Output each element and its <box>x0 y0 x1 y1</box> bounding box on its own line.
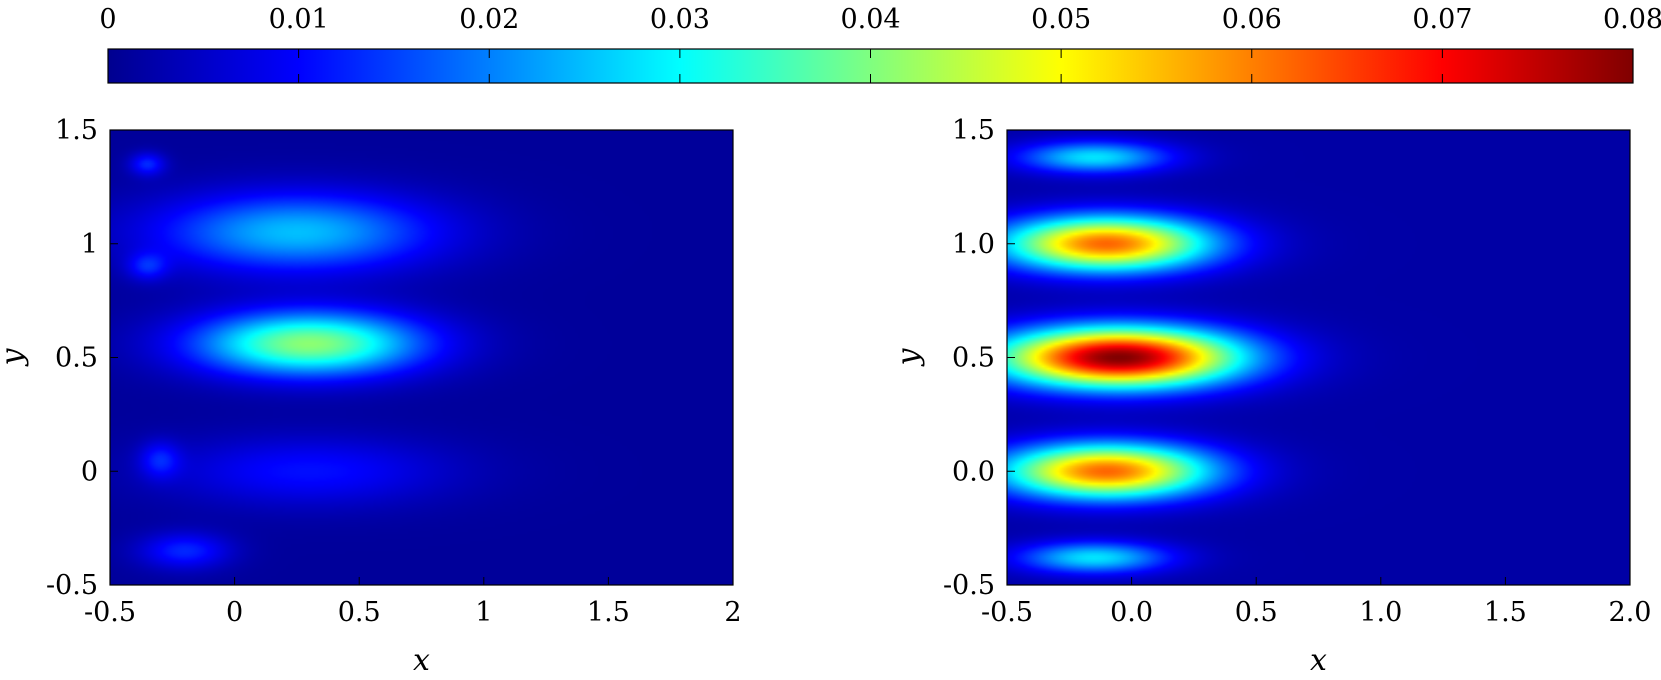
y-tick-label: 1.5 <box>55 115 98 146</box>
x-tick-label: 1.0 <box>1359 597 1402 628</box>
colorbar-tick-label: 0.05 <box>1031 4 1091 35</box>
colorbar-tick-label: 0.01 <box>269 4 329 35</box>
y-tick-label: 1 <box>81 229 98 260</box>
heatmap-left-image <box>110 130 733 585</box>
colorbar-tick-label: 0.08 <box>1603 4 1661 35</box>
colorbar-tick-label: 0.04 <box>840 4 900 35</box>
heatmap-right-ylabel: y <box>891 347 926 367</box>
x-tick-label: 2.0 <box>1609 597 1652 628</box>
colorbar-tick-label: 0.02 <box>459 4 519 35</box>
y-tick-label: 0.0 <box>952 456 995 487</box>
heatmap-left-ylabel: y <box>0 347 30 367</box>
colorbar-tick-label: 0.03 <box>650 4 710 35</box>
colorbar-tick-label: 0.07 <box>1412 4 1472 35</box>
colorbar: 0 0.01 0.02 0.03 0.04 0.05 0.06 0.07 0.08 <box>99 4 1661 84</box>
colorbar-tick-label: 0 <box>99 4 116 35</box>
x-tick-label: 0.5 <box>1235 597 1278 628</box>
heatmap-left: -0.5 0 0.5 1 1.5 2 -0.5 0 0.5 1 1.5 x y <box>0 115 742 678</box>
x-tick-label: 2 <box>724 597 741 628</box>
x-tick-label: 0 <box>226 597 243 628</box>
x-tick-label: 1.5 <box>1484 597 1527 628</box>
heatmap-right-image <box>1007 130 1630 585</box>
colorbar-tick-label: 0.06 <box>1222 4 1282 35</box>
y-tick-label: 1.0 <box>952 229 995 260</box>
colorbar-ticks: 0 0.01 0.02 0.03 0.04 0.05 0.06 0.07 0.08 <box>99 4 1661 83</box>
x-tick-label: 1.5 <box>587 597 630 628</box>
x-tick-label: 0.5 <box>338 597 381 628</box>
y-tick-label: 0.5 <box>952 343 995 374</box>
y-tick-label: 0.5 <box>55 343 98 374</box>
heatmap-right: -0.5 0.0 0.5 1.0 1.5 2.0 -0.5 0.0 0.5 1.0 1.5 x y <box>891 115 1652 678</box>
heatmap-left-xlabel: x <box>413 643 430 676</box>
x-tick-label: -0.5 <box>981 597 1033 628</box>
heatmap-left-ticks: -0.5 0 0.5 1 1.5 2 -0.5 0 0.5 1 1.5 <box>46 115 742 628</box>
x-tick-label: -0.5 <box>84 597 136 628</box>
y-tick-label: 1.5 <box>952 115 995 146</box>
y-tick-label: 0 <box>81 456 98 487</box>
heatmap-right-ticks: -0.5 0.0 0.5 1.0 1.5 2.0 -0.5 0.0 0.5 1.0 1.5 <box>943 115 1652 628</box>
heatmap-right-xlabel: x <box>1310 643 1327 676</box>
x-tick-label: 1 <box>475 597 492 628</box>
x-tick-label: 0.0 <box>1110 597 1153 628</box>
y-tick-label: -0.5 <box>943 570 995 601</box>
y-tick-label: -0.5 <box>46 570 98 601</box>
